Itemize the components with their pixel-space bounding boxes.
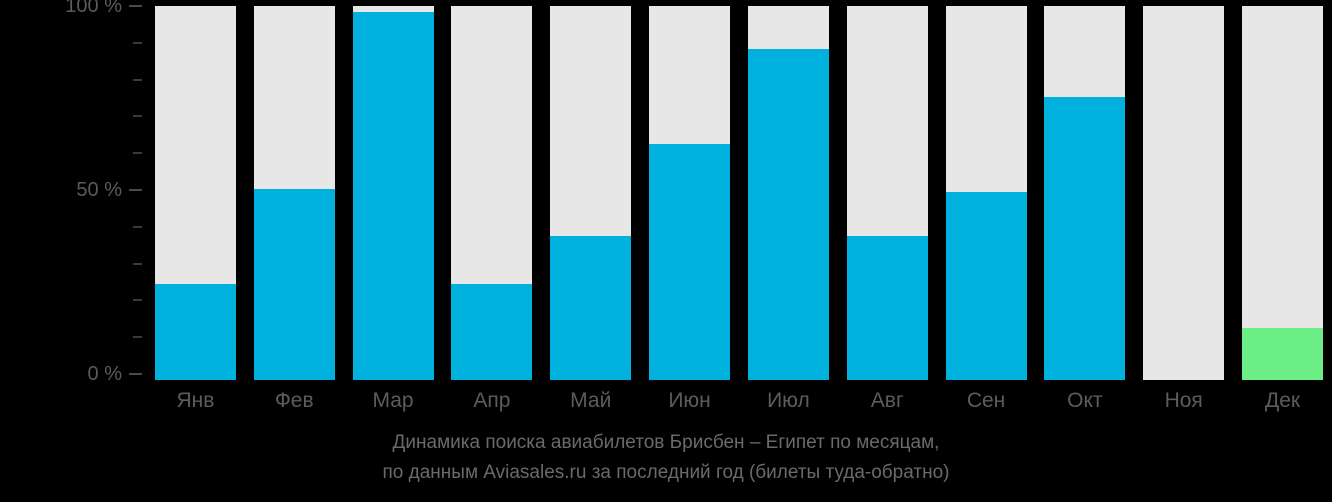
bar-value [1242,328,1324,380]
bar-column[interactable] [245,0,344,380]
bar-track [945,6,1027,380]
y-axis-tick-label: 0 % [87,363,122,385]
y-axis-tick-mark [129,5,142,7]
bar-value [451,284,533,380]
x-axis-tick-label: Янв [176,388,215,412]
y-axis-tick-mark [133,78,142,81]
bar-track [451,6,533,380]
bar-column[interactable] [1134,0,1233,380]
caption-line-2: по данным Aviasales.ru за последний год … [382,462,950,483]
y-axis-tick-mark [133,336,142,339]
x-axis-label-cell: Май [541,380,640,420]
bar-column[interactable] [146,0,245,380]
x-axis-label-cell: Апр [442,380,541,420]
x-axis-label-cell: Мар [344,380,443,420]
x-axis-tick-label: Апр [473,388,511,412]
x-axis-tick-label: Ноя [1164,388,1203,412]
y-axis-tick-mark [133,41,142,44]
bar-track [1242,6,1324,380]
chart-caption: Динамика поиска авиабилетов Брисбен – Ег… [0,428,1332,488]
x-axis-label-cell: Янв [146,380,245,420]
x-axis-tick-label: Июн [668,388,711,412]
bar-column[interactable] [739,0,838,380]
bar-value [1044,96,1126,380]
bar-value [352,12,434,380]
bar-column[interactable] [1233,0,1332,380]
x-axis-tick-label: Май [570,388,612,412]
x-axis: Янв Фев Мар Апр Май Июн Июл Авг Сен Окт Ноя Дек [146,380,1332,420]
bar-track [1143,6,1225,380]
bar-track [747,6,829,380]
bar-track [649,6,731,380]
bar-value [649,144,731,380]
x-axis-label-cell: Июл [739,380,838,420]
bar-track [253,6,335,380]
y-axis-tick-mark [133,115,142,118]
x-axis-tick-label: Сен [966,388,1006,412]
y-axis-tick-mark [129,373,142,375]
bar-column[interactable] [937,0,1036,380]
x-axis-tick-label: Фев [274,388,314,412]
x-axis-tick-label: Мар [372,388,414,412]
bar-value [253,188,335,380]
bar-track [846,6,928,380]
x-axis-tick-label: Окт [1067,388,1103,412]
x-axis-label-cell: Окт [1035,380,1134,420]
bar-column[interactable] [344,0,443,380]
bar-value [550,236,632,380]
bar-column[interactable] [442,0,541,380]
bar-value [154,284,236,380]
y-axis-tick-mark [133,262,142,265]
bar-column[interactable] [640,0,739,380]
x-axis-label-cell: Июн [640,380,739,420]
bar-value [846,236,928,380]
x-axis-tick-label: Авг [870,388,904,412]
y-axis-tick-mark [129,189,142,191]
bar-value [945,192,1027,380]
caption-line-1: Динамика поиска авиабилетов Брисбен – Ег… [392,432,940,453]
y-axis-tick-mark [133,299,142,302]
x-axis-label-cell: Авг [838,380,937,420]
bar-track [550,6,632,380]
bar-column[interactable] [838,0,937,380]
x-axis-label-cell: Фев [245,380,344,420]
y-axis-tick-mark [133,152,142,155]
bar-track [352,6,434,380]
bar-track [1044,6,1126,380]
plot-area [146,0,1332,380]
bar-column[interactable] [541,0,640,380]
x-axis-tick-label: Дек [1264,388,1301,412]
x-axis-label-cell: Сен [937,380,1036,420]
x-axis-tick-label: Июл [767,388,810,412]
x-axis-label-cell: Ноя [1134,380,1233,420]
x-axis-label-cell: Дек [1233,380,1332,420]
y-axis-tick-mark [133,225,142,228]
y-axis-tick-label: 100 % [65,0,122,17]
bar-value [747,48,829,380]
bar-column[interactable] [1035,0,1134,380]
bar-track [154,6,236,380]
y-axis-tick-label: 50 % [76,179,122,201]
y-axis: 100 % 50 % 0 % [0,0,146,384]
